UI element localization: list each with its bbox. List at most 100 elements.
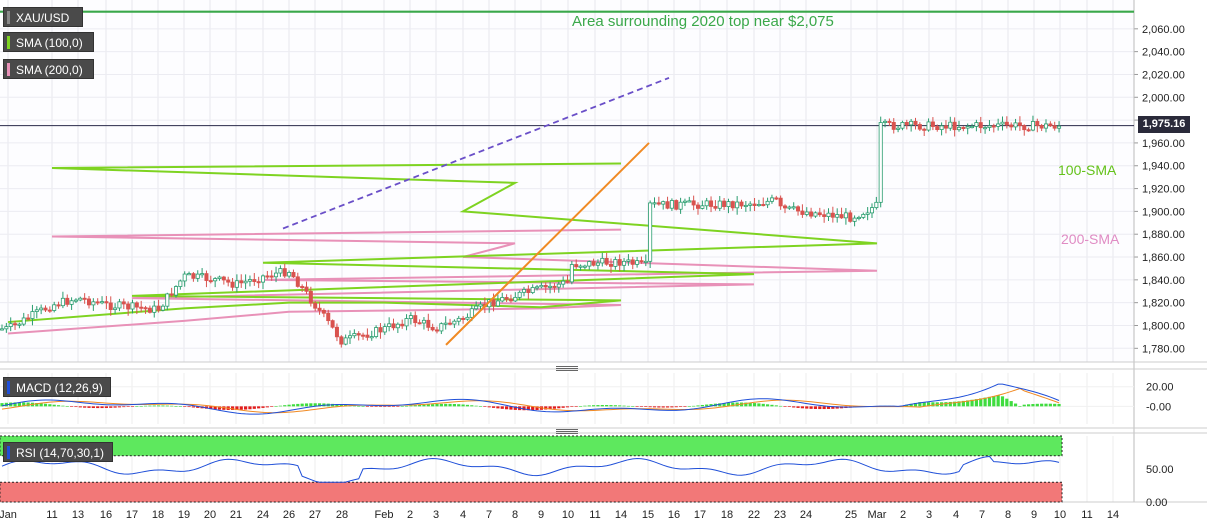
candle-body [504,297,509,300]
candle-body [1022,125,1027,131]
candle-body [465,316,470,320]
price-axis-label: 1,920.00 [1142,184,1185,196]
macd-histogram-bar [365,406,369,407]
macd-histogram-bar [592,405,596,407]
date-axis-label: 24 [257,509,269,521]
macd-histogram-bar [992,396,996,407]
macd-histogram-bar [561,406,565,408]
candle-body [652,202,657,205]
macd-histogram-bar [618,405,622,407]
rsi-legend[interactable]: RSI (14,70,30,1) [3,442,113,462]
macd-histogram-bar [104,406,108,408]
date-axis-label: 10 [562,509,574,521]
macd-histogram-bar [161,405,165,407]
candle-body [830,212,835,218]
candle-body [713,206,718,209]
candle-body [1000,121,1005,125]
macd-histogram-bar [335,404,339,407]
macd-histogram-bar [461,404,465,407]
candle-body [139,306,144,309]
macd-histogram-bar [252,406,256,409]
candle-body [121,301,126,305]
candle-body [143,307,148,310]
date-axis-label: Jan [0,509,17,521]
candle-body [152,305,157,313]
candle-body [787,206,792,209]
macd-histogram-bar [217,406,222,410]
macd-histogram-bar [191,406,195,408]
candle-body [65,297,70,305]
price-axis-label: 1,780.00 [1142,343,1185,355]
candle-body [809,211,814,217]
sma100-legend[interactable]: SMA (100,0) [3,32,94,52]
candle-body [56,304,61,307]
macd-histogram-bar [926,402,931,407]
price-axis-label: 1,900.00 [1142,206,1185,218]
candle-body [569,264,574,283]
candle-body [73,299,78,302]
candle-body [1057,125,1062,129]
macd-histogram-bar [187,406,191,408]
candle-body [187,273,192,276]
sma200-legend[interactable]: SMA (200,0) [3,59,94,79]
rsi-axis-label: 0.00 [1146,497,1167,509]
candle-body [34,309,39,312]
candle-body [517,291,522,298]
rsi-axis-label: 50.00 [1146,464,1174,476]
macd-histogram-bar [957,401,961,407]
candle-body [543,284,548,288]
candle-body [682,200,687,203]
macd-histogram-bar [139,405,143,407]
price-axis-label: 1,840.00 [1142,275,1185,287]
candle-body [1013,122,1018,128]
macd-histogram-bar [709,404,713,407]
pane-resize-handle-rsi[interactable] [556,429,578,435]
macd-histogram-bar [96,406,100,409]
candle-body [391,323,396,329]
candle-body [221,276,226,281]
macd-histogram-bar [113,406,117,408]
macd-histogram-bar [74,406,78,408]
candle-body [1017,122,1022,126]
candle-body [917,124,922,130]
candle-body [743,204,748,207]
macd-histogram-bar [744,402,748,407]
macd-legend[interactable]: MACD (12,26,9) [3,377,111,397]
macd-histogram-bar [422,404,426,407]
macd-histogram-bar [61,405,65,407]
date-axis-label: 9 [538,509,544,521]
macd-histogram-bar [0,403,4,407]
macd-histogram-bar [13,402,17,407]
candle-body [817,212,822,216]
pane-resize-handle-macd[interactable] [556,366,578,372]
candle-body [556,283,561,288]
macd-histogram-bar [457,404,461,407]
candle-body [39,307,44,311]
macd-histogram-bar [304,403,309,407]
candle-body [347,335,352,339]
dashed-trendline [282,77,670,230]
macd-histogram-bar [609,405,613,407]
candle-body [1009,124,1014,128]
macd-histogram-bar [752,403,757,407]
candle-body [726,201,731,207]
date-axis-label: Mar [868,509,887,521]
candle-body [656,202,661,205]
macd-histogram-bar [987,396,992,407]
date-axis-label: 16 [668,509,680,521]
macd-histogram-bar [961,400,965,407]
macd-histogram-bar [230,406,235,410]
date-axis-label: 13 [72,509,84,521]
candle-body [648,202,653,262]
macd-histogram-bar [148,405,152,407]
macd-histogram-bar [974,399,978,407]
macd-histogram-bar [418,404,422,407]
macd-histogram-bar [270,406,274,407]
candle-body [217,276,222,279]
candle-body [1044,123,1049,129]
candle-body [52,304,57,311]
candle-body [443,322,448,325]
macd-histogram-bar [78,406,82,408]
symbol-label: XAU/USD [3,7,83,27]
candle-body [252,279,257,282]
